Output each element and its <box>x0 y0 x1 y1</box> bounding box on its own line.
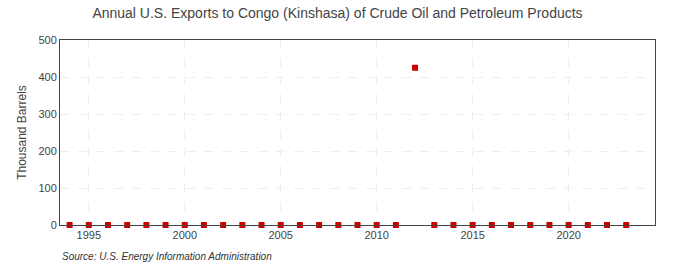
svg-text:400: 400 <box>38 71 56 83</box>
svg-text:1995: 1995 <box>77 229 101 241</box>
svg-text:2015: 2015 <box>460 229 484 241</box>
svg-text:2000: 2000 <box>173 229 197 241</box>
svg-text:Source: U.S. Energy Informatio: Source: U.S. Energy Information Administ… <box>62 251 272 262</box>
svg-text:2005: 2005 <box>268 229 292 241</box>
svg-text:0: 0 <box>51 219 57 231</box>
svg-text:100: 100 <box>38 182 56 194</box>
svg-text:Thousand Barrels: Thousand Barrels <box>15 85 29 180</box>
svg-text:500: 500 <box>38 34 56 46</box>
svg-text:2010: 2010 <box>364 229 388 241</box>
svg-text:200: 200 <box>38 145 56 157</box>
svg-text:300: 300 <box>38 108 56 120</box>
svg-text:Annual U.S. Exports to Congo (: Annual U.S. Exports to Congo (Kinshasa) … <box>92 5 582 21</box>
svg-text:2020: 2020 <box>556 229 580 241</box>
